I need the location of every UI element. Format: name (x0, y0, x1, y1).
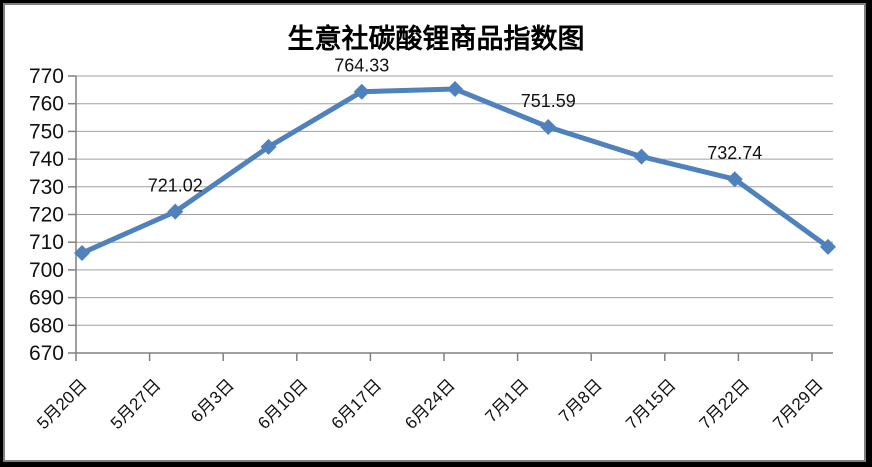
chart-frame (3, 3, 866, 462)
data-point-marker (260, 138, 277, 155)
x-axis-tick-label: 7月15日 (622, 375, 680, 433)
data-point-marker (353, 83, 370, 100)
y-axis-tick-label: 770 (29, 65, 64, 88)
x-axis-tick-label: 5月27日 (107, 375, 165, 433)
data-point-label: 764.33 (334, 56, 389, 76)
x-axis-tick-label: 7月22日 (696, 375, 754, 433)
y-axis-tick-label: 680 (29, 314, 64, 337)
chart-title: 生意社碳酸锂商品指数图 (287, 24, 585, 54)
y-axis-tick-label: 720 (29, 204, 64, 227)
y-axis-tick-label: 760 (29, 93, 64, 116)
data-point-marker (540, 118, 557, 135)
y-axis-tick-label: 710 (29, 231, 64, 254)
y-axis-tick-label: 690 (29, 287, 64, 310)
data-point-marker (447, 81, 463, 98)
x-axis-tick-label: 5月20日 (33, 375, 91, 433)
y-axis-tick-label: 750 (29, 120, 64, 143)
data-point-label: 751.59 (521, 91, 576, 111)
x-axis-tick-label: 7月29日 (769, 375, 827, 433)
x-axis-tick-label: 7月8日 (555, 375, 606, 426)
x-axis-tick-label: 6月17日 (328, 375, 386, 433)
y-axis-tick-label: 730 (29, 176, 64, 199)
data-point-label: 721.02 (148, 176, 203, 196)
data-point-label: 732.74 (707, 143, 762, 163)
x-axis-tick-label: 6月3日 (187, 375, 238, 426)
x-axis-tick-label: 6月10日 (254, 375, 312, 433)
y-axis-tick-label: 670 (29, 342, 64, 365)
series-line (79, 86, 831, 256)
data-point-marker (633, 148, 650, 165)
data-point-marker (74, 245, 90, 262)
data-point-marker (820, 238, 836, 255)
y-axis-tick-label: 740 (29, 148, 64, 171)
x-axis-tick-label: 7月1日 (482, 375, 533, 426)
data-point-marker (167, 203, 184, 220)
y-axis-tick-label: 700 (29, 259, 64, 282)
data-point-marker (726, 171, 743, 188)
x-axis-tick-label: 6月24日 (401, 375, 459, 433)
